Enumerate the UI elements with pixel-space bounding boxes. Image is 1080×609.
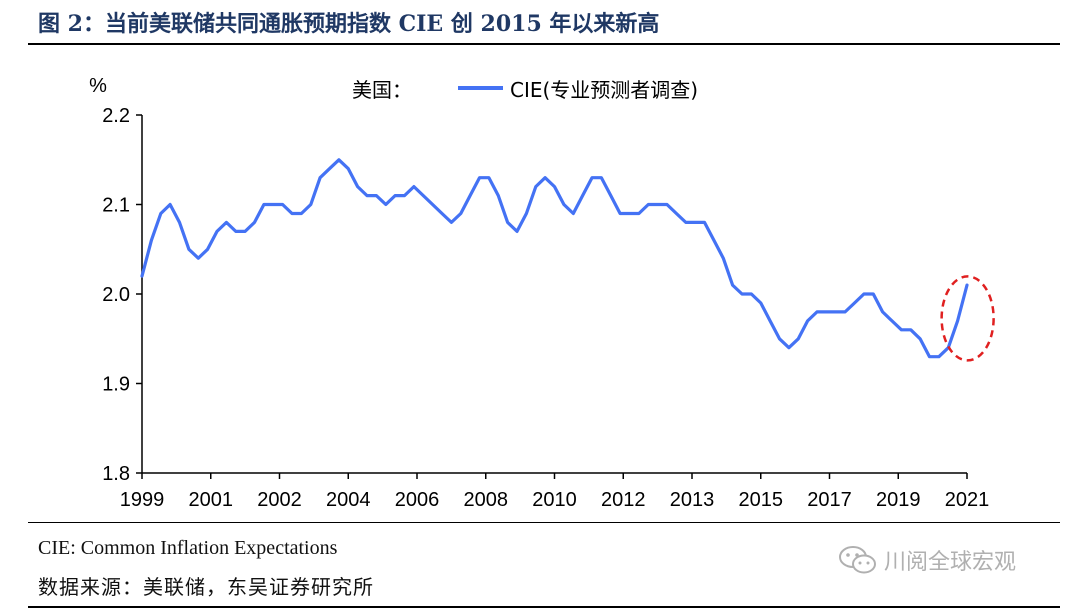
footer-rule [28, 522, 1060, 523]
watermark-text: 川阅全球宏观 [884, 549, 1017, 574]
line-chart: % 美国： CIE(专业预测者调查) 1.8 1.9 2.0 2.1 2.2 1999 2… [89, 75, 995, 511]
footnote: CIE: Common Inflation Expectations [38, 537, 338, 559]
y-tick-label: 1.8 [102, 463, 130, 485]
series-layer [140, 158, 969, 359]
legend-series-label: CIE(专业预测者调查) [510, 78, 698, 102]
series-line-cie [140, 158, 969, 359]
x-tick-label: 2012 [601, 489, 646, 511]
x-tick-label: 2001 [189, 489, 234, 511]
watermark: 川阅全球宏观 [838, 544, 1016, 576]
x-tick-label: 2021 [945, 489, 990, 511]
x-tick-label: 2010 [532, 489, 577, 511]
y-axis-ticks: 1.8 1.9 2.0 2.1 2.2 [102, 105, 142, 485]
y-tick-label: 2.0 [102, 284, 130, 306]
x-tick-label: 2019 [876, 489, 921, 511]
y-tick-label: 1.9 [102, 374, 130, 396]
x-tick-label: 2002 [257, 489, 302, 511]
figure-title: 图 2：当前美联储共同通胀预期指数 CIE 创 2015 年以来新高 [38, 11, 660, 37]
top-rule [28, 43, 1060, 45]
x-tick-label: 2008 [464, 489, 509, 511]
x-axis-ticks: 1999 2001 2002 2004 2006 2008 2010 2012 2013 2015… [120, 473, 990, 511]
x-tick-label: 2015 [739, 489, 784, 511]
highlight-ellipse [940, 275, 995, 362]
legend: 美国： CIE(专业预测者调查) [352, 78, 698, 102]
annotation-layer [940, 275, 995, 362]
y-axis-unit-label: % [89, 75, 107, 97]
legend-prefix: 美国： [352, 78, 412, 102]
x-tick-label: 2006 [395, 489, 440, 511]
x-tick-label: 2017 [807, 489, 852, 511]
x-tick-label: 2004 [326, 489, 371, 511]
wechat-icon [839, 546, 876, 574]
y-tick-label: 2.1 [102, 195, 130, 217]
bottom-rule [28, 606, 1060, 608]
x-tick-label: 1999 [120, 489, 165, 511]
source-note: 数据来源：美联储，东吴证券研究所 [38, 575, 374, 599]
axes [141, 115, 967, 474]
y-tick-label: 2.2 [102, 105, 130, 127]
x-tick-label: 2013 [670, 489, 715, 511]
